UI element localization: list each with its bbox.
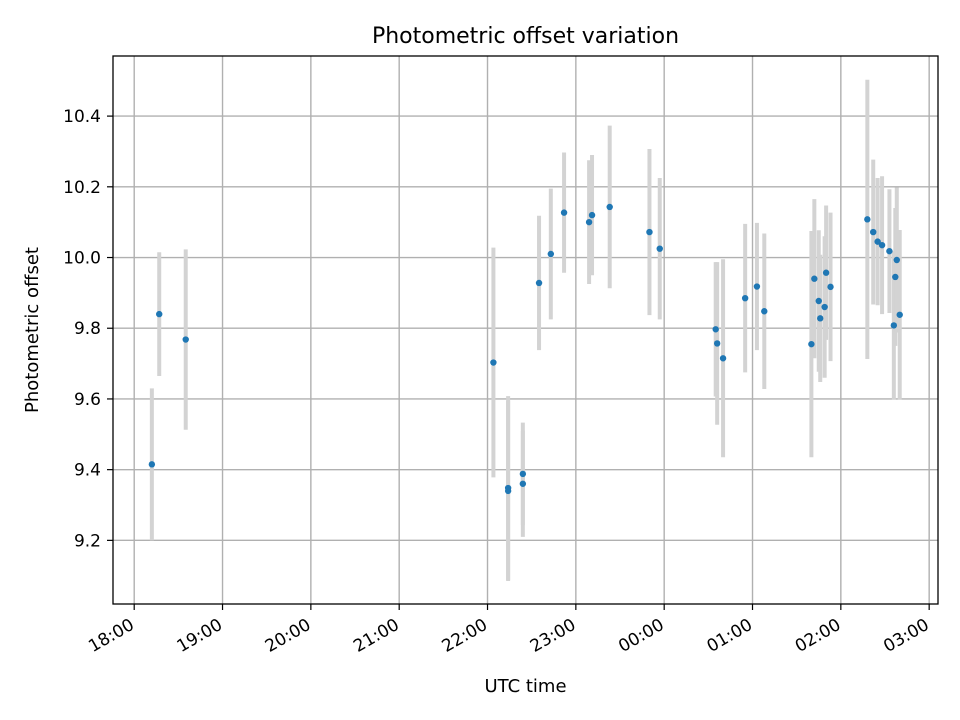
y-axis-ticks: 9.2 9.4 9.6 9.8 10.0 10.2 10.4 [63,107,113,551]
x-tick-label: 23:00 [527,615,579,657]
data-point [878,241,886,249]
data-point [808,340,815,348]
error-bars [149,79,902,582]
y-tick-label: 10.2 [63,178,101,198]
y-tick-label: 10.0 [63,249,101,269]
data-point [741,294,749,302]
x-tick-label: 02:00 [792,615,844,657]
data-point [753,283,761,290]
y-tick-label: 9.6 [74,390,101,410]
data-point [896,311,903,318]
y-tick-label: 9.2 [74,531,101,551]
data-point [156,310,163,318]
data-point [656,245,663,252]
y-axis-label: Photometric offset [22,247,43,413]
data-point [519,480,527,487]
x-tick-label: 19:00 [174,615,226,657]
x-tick-label: 21:00 [350,615,402,657]
data-point [560,209,568,216]
y-tick-label: 9.4 [74,461,101,481]
x-tick-label: 18:00 [85,615,137,657]
grid [113,56,938,604]
data-point [815,297,822,305]
data-point [761,308,768,315]
data-point [890,322,898,329]
data-point [892,273,899,281]
data-points [148,203,903,495]
data-point [712,326,719,333]
data-point [719,355,727,362]
x-tick-label: 01:00 [704,615,756,657]
x-tick-label: 03:00 [880,615,932,657]
data-point [646,228,653,236]
chart-title: Photometric offset variation [372,24,679,49]
data-point [870,228,877,236]
data-point [827,283,834,291]
data-point [585,218,593,226]
data-point [886,247,893,255]
data-point [547,250,555,258]
y-tick-label: 10.4 [63,107,101,127]
data-point [864,216,871,223]
data-point [504,487,512,495]
data-point [822,269,830,276]
data-point [490,359,497,366]
x-tick-label: 00:00 [615,615,667,657]
data-point [182,336,189,343]
data-point [588,211,596,219]
data-point [821,303,828,311]
data-point [817,315,824,322]
plot-frame [112,55,939,605]
y-tick-label: 9.8 [74,319,101,339]
data-point [893,256,900,264]
data-point [148,461,156,468]
x-axis-label: UTC time [484,676,566,697]
x-axis-ticks: 18:00 19:00 20:00 21:00 22:00 23:00 00:00 01:00… [85,604,933,657]
data-point [535,279,543,287]
data-point [713,340,721,347]
x-tick-label: 20:00 [262,615,314,657]
data-point [519,470,527,478]
data-point [606,203,613,211]
data-point [874,238,881,245]
data-point [811,275,818,282]
x-tick-label: 22:00 [439,615,491,657]
